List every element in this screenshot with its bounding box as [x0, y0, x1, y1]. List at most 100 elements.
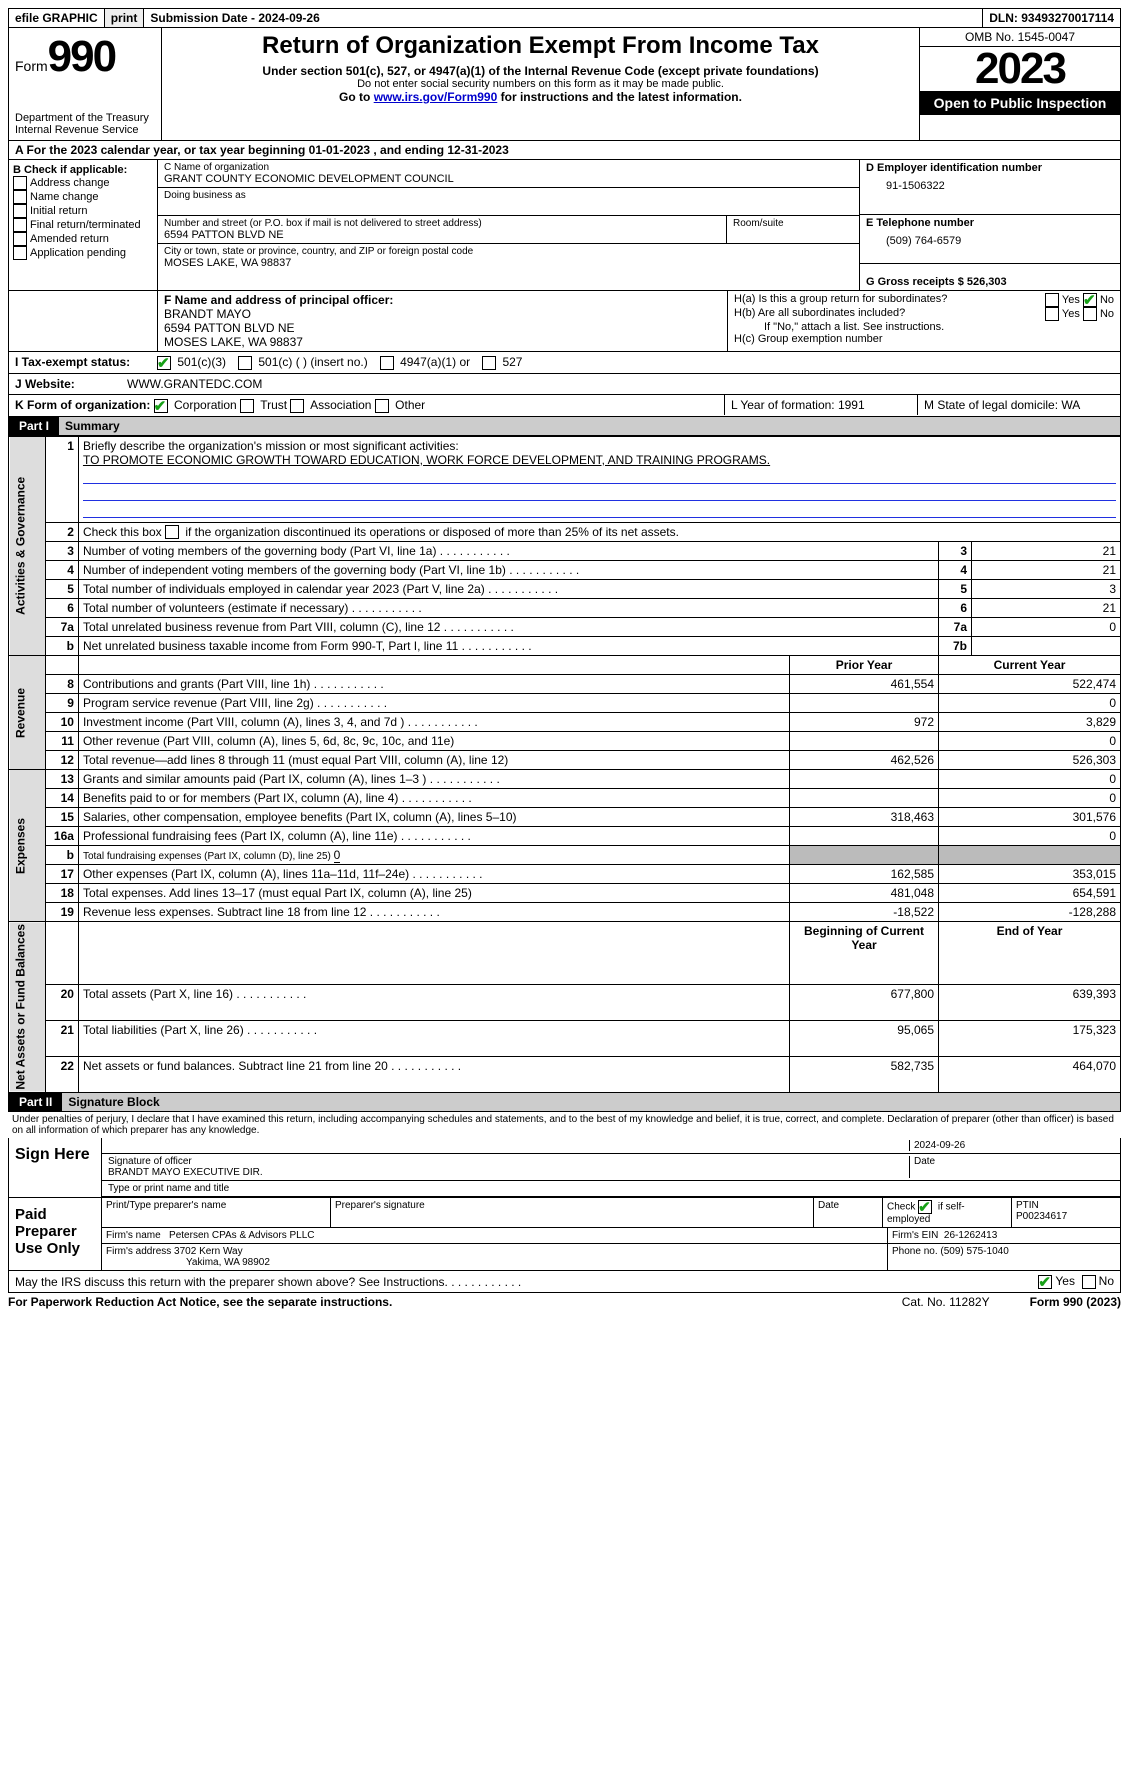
street-label: Number and street (or P.O. box if mail i… — [164, 218, 720, 229]
dln: DLN: 93493270017114 — [983, 9, 1120, 27]
phone-value: (509) 764-6579 — [866, 229, 1114, 247]
klm-row: K Form of organization: Corporation Trus… — [8, 395, 1121, 417]
city-label: City or town, state or province, country… — [164, 246, 853, 257]
v7b — [972, 637, 1121, 656]
box-b-title: B Check if applicable: — [13, 164, 153, 176]
cb-other[interactable] — [375, 399, 389, 413]
tax-status-row: I Tax-exempt status: 501(c)(3) 501(c) ( … — [8, 352, 1121, 374]
l-year: L Year of formation: 1991 — [724, 395, 917, 415]
cb-501c3[interactable] — [157, 356, 171, 370]
org-name-label: C Name of organization — [164, 162, 853, 173]
irs-link[interactable]: www.irs.gov/Form990 — [374, 90, 498, 104]
part2-bar: Part II Signature Block — [8, 1093, 1121, 1112]
cb-corp[interactable] — [154, 399, 168, 413]
sig-date: 2024-09-26 — [909, 1140, 1114, 1151]
k-label: K Form of organization: — [15, 398, 150, 412]
hdr-beg: Beginning of Current Year — [790, 922, 939, 985]
row-a-period: A For the 2023 calendar year, or tax yea… — [8, 141, 1121, 160]
side-activities: Activities & Governance — [9, 436, 46, 656]
officer-sig-name: BRANDT MAYO EXECUTIVE DIR. — [108, 1167, 263, 1178]
cb-discuss-yes[interactable] — [1038, 1275, 1052, 1289]
jurat-text: Under penalties of perjury, I declare th… — [8, 1112, 1121, 1138]
firm-name: Petersen CPAs & Advisors PLLC — [169, 1230, 314, 1241]
cb-discuss-no[interactable] — [1082, 1275, 1096, 1289]
part2-title: Signature Block — [62, 1095, 159, 1109]
officer-section: F Name and address of principal officer:… — [8, 291, 1121, 352]
part1-header: Part I — [9, 417, 59, 435]
subtitle-1: Under section 501(c), 527, or 4947(a)(1)… — [166, 64, 915, 78]
open-public-badge: Open to Public Inspection — [920, 91, 1120, 115]
firm-ein: 26-1262413 — [944, 1230, 997, 1241]
org-name: GRANT COUNTY ECONOMIC DEVELOPMENT COUNCI… — [164, 173, 853, 185]
print-button[interactable]: print — [105, 9, 145, 27]
cb-501c[interactable] — [238, 356, 252, 370]
goto-post: for instructions and the latest informat… — [497, 90, 742, 104]
dept-treasury: Department of the Treasury — [15, 112, 155, 124]
cb-address-change[interactable] — [13, 176, 27, 190]
hdr-prior: Prior Year — [790, 656, 939, 675]
goto-pre: Go to — [339, 90, 374, 104]
tax-year: 2023 — [920, 47, 1120, 91]
cb-self-employed[interactable] — [918, 1200, 932, 1214]
firm-addr1: 3702 Kern Way — [174, 1246, 243, 1257]
l1-label: Briefly describe the organization's miss… — [83, 439, 459, 453]
firm-addr2: Yakima, WA 98902 — [106, 1257, 270, 1268]
cb-amended[interactable] — [13, 232, 27, 246]
ein-value: 91-1506322 — [866, 174, 1114, 192]
part1-title: Summary — [59, 419, 120, 433]
v6: 21 — [972, 599, 1121, 618]
identity-section: B Check if applicable: Address change Na… — [8, 160, 1121, 291]
part1-bar: Part I Summary — [8, 417, 1121, 436]
l1-value: TO PROMOTE ECONOMIC GROWTH TOWARD EDUCAT… — [83, 453, 770, 467]
top-bar: efile GRAPHIC print Submission Date - 20… — [8, 8, 1121, 28]
website-value: WWW.GRANTEDC.COM — [121, 374, 268, 394]
form-number: 990 — [48, 32, 115, 81]
dept-irs: Internal Revenue Service — [15, 124, 155, 136]
v4: 21 — [972, 561, 1121, 580]
cb-527[interactable] — [482, 356, 496, 370]
submission-date: Submission Date - 2024-09-26 — [144, 9, 983, 27]
cb-hb-no[interactable] — [1083, 307, 1097, 321]
cb-discontinued[interactable] — [165, 525, 179, 539]
website-label: J Website: — [9, 374, 121, 394]
side-revenue: Revenue — [9, 656, 46, 770]
hb-note: If "No," attach a list. See instructions… — [734, 321, 1114, 333]
part2-header: Part II — [9, 1093, 62, 1111]
cb-hb-yes[interactable] — [1045, 307, 1059, 321]
ha-label: H(a) Is this a group return for subordin… — [734, 293, 1045, 307]
officer-label: F Name and address of principal officer: — [164, 293, 721, 307]
hdr-end: End of Year — [939, 922, 1121, 985]
v5: 3 — [972, 580, 1121, 599]
cb-4947[interactable] — [380, 356, 394, 370]
cb-assoc[interactable] — [290, 399, 304, 413]
officer-street: 6594 PATTON BLVD NE — [164, 321, 721, 335]
cb-ha-yes[interactable] — [1045, 293, 1059, 307]
signature-block: Sign Here 2024-09-26 Signature of office… — [8, 1138, 1121, 1271]
cb-initial-return[interactable] — [13, 204, 27, 218]
street-value: 6594 PATTON BLVD NE — [164, 229, 720, 241]
hb-label: H(b) Are all subordinates included? — [734, 307, 1045, 321]
sign-here-label: Sign Here — [9, 1138, 102, 1197]
cb-ha-no[interactable] — [1083, 293, 1097, 307]
ein-label: D Employer identification number — [866, 162, 1114, 174]
phone-label: E Telephone number — [866, 217, 1114, 229]
hc-label: H(c) Group exemption number — [734, 333, 1114, 345]
firm-phone: (509) 575-1040 — [940, 1246, 1008, 1257]
cb-trust[interactable] — [240, 399, 254, 413]
v3: 21 — [972, 542, 1121, 561]
cb-app-pending[interactable] — [13, 246, 27, 260]
city-value: MOSES LAKE, WA 98837 — [164, 257, 853, 269]
form-label: Form — [15, 58, 48, 74]
form-header: Form990 Department of the Treasury Inter… — [8, 28, 1121, 141]
pra-notice: For Paperwork Reduction Act Notice, see … — [8, 1295, 392, 1309]
ptin-value: P00234617 — [1016, 1211, 1067, 1222]
side-netassets: Net Assets or Fund Balances — [9, 922, 46, 1093]
paid-preparer-label: Paid Preparer Use Only — [9, 1198, 102, 1270]
gross-receipts: G Gross receipts $ 526,303 — [866, 266, 1114, 288]
form-title: Return of Organization Exempt From Incom… — [166, 32, 915, 60]
cb-final-return[interactable] — [13, 218, 27, 232]
officer-name: BRANDT MAYO — [164, 307, 721, 321]
tax-status-label: I Tax-exempt status: — [9, 352, 151, 372]
cb-name-change[interactable] — [13, 190, 27, 204]
v7a: 0 — [972, 618, 1121, 637]
